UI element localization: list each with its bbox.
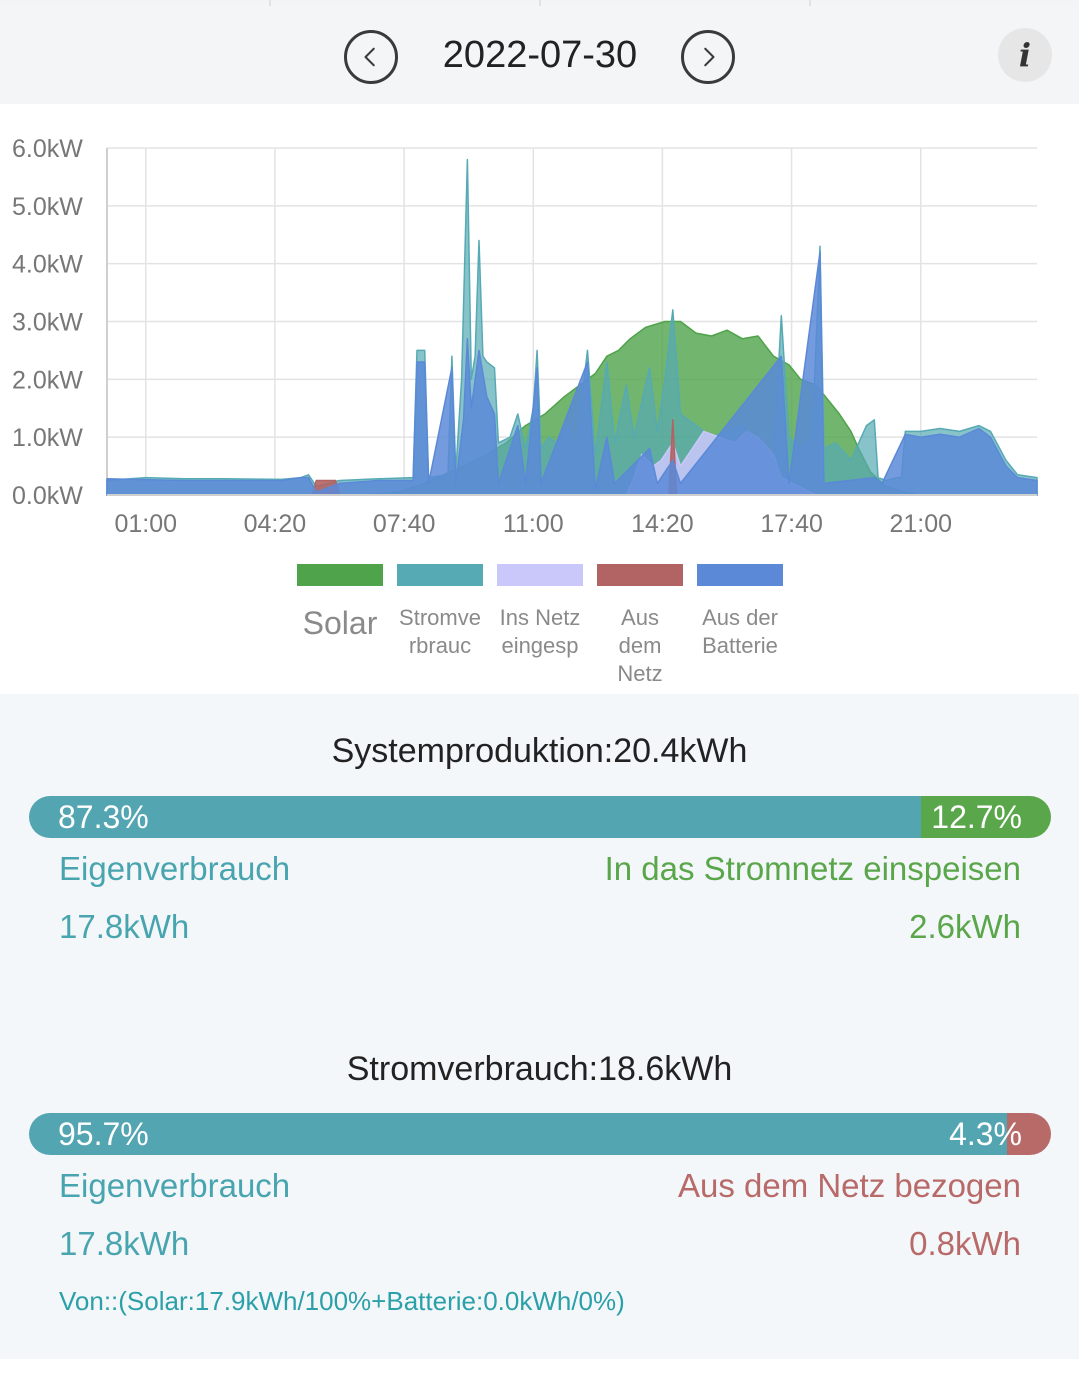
x-tick-label: 17:40 [760, 510, 823, 538]
production-feed-in-label: In das Stromnetz einspeisen [604, 850, 1021, 887]
x-tick-label: 04:20 [244, 510, 307, 538]
y-tick-label: 2.0kW [12, 366, 83, 394]
consumption-self-use-segment: 95.7% [29, 1113, 1008, 1155]
legend-label-feed-in: Ins Netz eingesp [499, 605, 581, 658]
consumption-self-use-value: 17.8kWh [59, 1225, 190, 1262]
production-self-use-segment: 87.3% [29, 796, 922, 838]
y-tick-label: 6.0kW [12, 135, 83, 163]
tab-divider [809, 0, 811, 6]
legend-label-solar: Solar [302, 605, 378, 641]
production-self-use-label: Eigenverbrauch [59, 850, 291, 887]
selected-date[interactable]: 2022-07-30 [442, 34, 638, 76]
tab-divider [269, 0, 271, 6]
x-tick-label: 14:20 [631, 510, 694, 538]
tab-divider [539, 0, 541, 6]
y-tick-label: 4.0kW [12, 251, 83, 279]
legend-label-battery: Aus der Batterie [702, 605, 778, 658]
chart-legend: Solar Stromverbrauc Ins Netz eingesp Aus… [0, 564, 1079, 694]
consumption-grid-segment [1007, 1113, 1051, 1155]
legend-label-consumption: Stromverbrauc [399, 605, 481, 658]
info-button[interactable]: i [998, 28, 1052, 82]
date-navigation-header: 2022-07-30 i [0, 6, 1079, 104]
x-tick-label: 21:00 [889, 510, 952, 538]
consumption-grid-value: 0.8kWh [909, 1225, 1021, 1262]
consumption-source-breakdown: Von::(Solar:17.9kWh/100%+Batterie:0.0kWh… [59, 1286, 625, 1316]
legend-item-grid-import[interactable]: Aus dem Netz [590, 564, 690, 688]
info-icon: i [1018, 36, 1032, 74]
y-tick-label: 5.0kW [12, 193, 83, 221]
top-tab-strip [0, 0, 1079, 6]
y-tick-label: 3.0kW [12, 309, 83, 337]
grid-import-swatch-icon [597, 564, 683, 586]
consumption-self-use-label: Eigenverbrauch [59, 1167, 291, 1204]
production-self-use-value: 17.8kWh [59, 908, 190, 945]
production-feed-in-value: 2.6kWh [909, 908, 1021, 945]
power-chart-panel: 0.0kW 1.0kW 2.0kW 3.0kW 4.0kW 5.0kW 6.0kW 01:00… [0, 104, 1079, 694]
consumption-self-use-percent: 95.7% [58, 1115, 149, 1152]
consumption-grid-percent: 4.3% [949, 1115, 1022, 1152]
production-self-use-percent: 87.3% [58, 798, 149, 835]
legend-item-solar[interactable]: Solar [290, 564, 390, 640]
next-day-button[interactable] [681, 30, 735, 84]
consumption-grid-label: Aus dem Netz bezogen [677, 1167, 1021, 1204]
consumption-swatch-icon [397, 564, 483, 586]
feed-in-swatch-icon [497, 564, 583, 586]
x-tick-label: 01:00 [114, 510, 177, 538]
series-area-aus-der-batterie [106, 251, 1038, 496]
x-tick-label: 07:40 [373, 510, 436, 538]
chevron-right-icon [704, 47, 715, 67]
power-area-chart[interactable]: 0.0kW 1.0kW 2.0kW 3.0kW 4.0kW 5.0kW 6.0kW 01:00… [0, 104, 1079, 559]
chevron-left-icon [364, 47, 375, 67]
system-production-title: Systemproduktion:20.4kWh [331, 732, 748, 770]
legend-item-consumption[interactable]: Stromverbrauc [390, 564, 490, 660]
y-tick-label: 1.0kW [12, 424, 83, 452]
production-split-bar: 87.3% 12.7% [29, 796, 1051, 838]
production-feed-in-segment: 12.7% [921, 796, 1051, 838]
energy-summary-panel: Systemproduktion:20.4kWh 87.3% 12.7% Eig… [0, 694, 1079, 1359]
consumption-title: Stromverbrauch:18.6kWh [346, 1050, 733, 1088]
legend-item-feed-in[interactable]: Ins Netz eingesp [490, 564, 590, 660]
previous-day-button[interactable] [344, 30, 398, 84]
battery-swatch-icon [697, 564, 783, 586]
x-tick-label: 11:00 [503, 510, 564, 538]
consumption-split-bar: 95.7% 4.3% [29, 1113, 1051, 1155]
legend-item-battery[interactable]: Aus der Batterie [690, 564, 790, 660]
bottom-spacer [0, 1359, 1079, 1385]
legend-label-grid-import: Aus dem Netz [617, 605, 663, 686]
solar-swatch-icon [297, 564, 383, 586]
production-feed-in-percent: 12.7% [931, 798, 1022, 835]
y-tick-label: 0.0kW [12, 482, 83, 510]
